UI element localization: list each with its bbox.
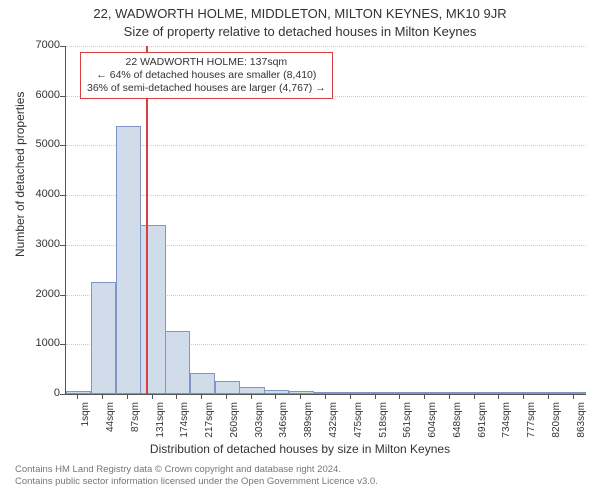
x-tick-mark: [77, 394, 78, 399]
chart-title-line2: Size of property relative to detached ho…: [0, 24, 600, 39]
histogram-bar: [91, 282, 116, 394]
x-tick-label: 131sqm: [155, 402, 166, 442]
grid-line: [66, 195, 586, 196]
x-tick-label: 346sqm: [278, 402, 289, 442]
histogram-bar: [140, 225, 165, 394]
x-tick-mark: [201, 394, 202, 399]
x-tick-label: 691sqm: [477, 402, 488, 442]
y-tick-mark: [60, 195, 65, 196]
histogram-bar: [289, 391, 314, 394]
x-tick-label: 260sqm: [229, 402, 240, 442]
x-tick-label: 44sqm: [105, 402, 116, 442]
annotation-box: 22 WADWORTH HOLME: 137sqm ← 64% of detac…: [80, 52, 333, 99]
x-tick-mark: [548, 394, 549, 399]
x-tick-mark: [523, 394, 524, 399]
y-tick-label: 3000: [10, 238, 60, 250]
histogram-bar: [512, 392, 537, 394]
histogram-bar: [363, 392, 388, 394]
x-tick-mark: [325, 394, 326, 399]
x-tick-label: 174sqm: [179, 402, 190, 442]
histogram-bar: [116, 126, 141, 394]
y-tick-label: 1000: [10, 337, 60, 349]
x-tick-label: 863sqm: [576, 402, 587, 442]
histogram-bar: [264, 390, 289, 394]
x-tick-label: 1sqm: [80, 402, 91, 442]
x-tick-label: 432sqm: [328, 402, 339, 442]
footer-text: Contains HM Land Registry data © Crown c…: [15, 464, 378, 489]
x-tick-mark: [152, 394, 153, 399]
y-tick-label: 5000: [10, 138, 60, 150]
histogram-bar: [561, 392, 586, 394]
grid-line: [66, 145, 586, 146]
x-tick-mark: [573, 394, 574, 399]
x-axis-label: Distribution of detached houses by size …: [0, 442, 600, 456]
histogram-bar: [165, 331, 190, 394]
histogram-bar: [487, 392, 512, 394]
x-tick-label: 303sqm: [254, 402, 265, 442]
x-tick-mark: [226, 394, 227, 399]
histogram-bar: [462, 392, 487, 394]
y-tick-label: 0: [10, 387, 60, 399]
y-tick-mark: [60, 145, 65, 146]
footer-line2: Contains public sector information licen…: [15, 476, 378, 488]
x-tick-label: 734sqm: [501, 402, 512, 442]
x-tick-mark: [375, 394, 376, 399]
y-tick-label: 7000: [10, 39, 60, 51]
x-tick-label: 777sqm: [526, 402, 537, 442]
histogram-bar: [239, 387, 264, 394]
annotation-line2: ← 64% of detached houses are smaller (8,…: [87, 69, 326, 82]
y-tick-mark: [60, 245, 65, 246]
x-tick-mark: [251, 394, 252, 399]
x-tick-mark: [275, 394, 276, 399]
x-tick-label: 648sqm: [452, 402, 463, 442]
x-tick-mark: [449, 394, 450, 399]
x-tick-mark: [350, 394, 351, 399]
x-tick-mark: [424, 394, 425, 399]
annotation-line3: 36% of semi-detached houses are larger (…: [87, 82, 326, 95]
histogram-bar: [437, 392, 462, 394]
histogram-bar: [314, 392, 339, 394]
y-tick-label: 6000: [10, 89, 60, 101]
x-tick-mark: [127, 394, 128, 399]
x-tick-label: 389sqm: [303, 402, 314, 442]
y-tick-mark: [60, 344, 65, 345]
footer-line1: Contains HM Land Registry data © Crown c…: [15, 464, 378, 476]
y-tick-mark: [60, 394, 65, 395]
y-tick-mark: [60, 295, 65, 296]
chart-title-line1: 22, WADWORTH HOLME, MIDDLETON, MILTON KE…: [0, 6, 600, 21]
x-tick-label: 561sqm: [402, 402, 413, 442]
grid-line: [66, 46, 586, 47]
x-tick-mark: [399, 394, 400, 399]
x-tick-label: 87sqm: [130, 402, 141, 442]
histogram-bar: [413, 392, 438, 394]
y-tick-label: 4000: [10, 188, 60, 200]
chart-container: 22, WADWORTH HOLME, MIDDLETON, MILTON KE…: [0, 0, 600, 500]
y-tick-mark: [60, 96, 65, 97]
histogram-bar: [190, 373, 215, 394]
x-tick-mark: [498, 394, 499, 399]
annotation-line1: 22 WADWORTH HOLME: 137sqm: [87, 56, 326, 69]
histogram-bar: [215, 381, 240, 394]
x-tick-label: 518sqm: [378, 402, 389, 442]
histogram-bar: [66, 391, 91, 394]
x-tick-mark: [176, 394, 177, 399]
x-tick-mark: [102, 394, 103, 399]
x-tick-mark: [300, 394, 301, 399]
x-tick-label: 604sqm: [427, 402, 438, 442]
histogram-bar: [536, 392, 561, 394]
x-tick-mark: [474, 394, 475, 399]
histogram-bar: [388, 392, 413, 394]
x-tick-label: 217sqm: [204, 402, 215, 442]
y-tick-mark: [60, 46, 65, 47]
histogram-bar: [338, 392, 363, 394]
x-tick-label: 475sqm: [353, 402, 364, 442]
x-tick-label: 820sqm: [551, 402, 562, 442]
y-tick-label: 2000: [10, 288, 60, 300]
